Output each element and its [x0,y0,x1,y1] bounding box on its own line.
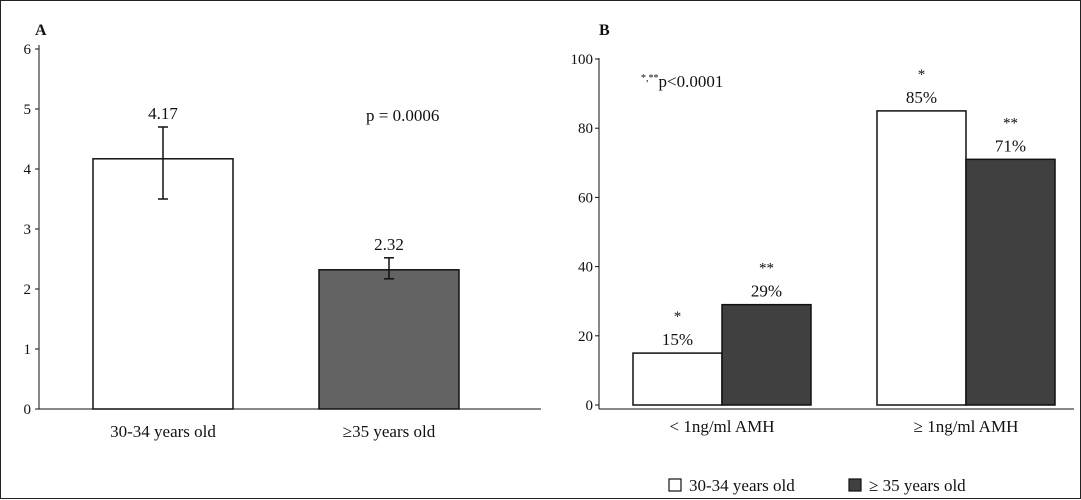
bar [318,269,460,410]
panel-b-y-ticks: 0 20 40 60 80 100 [571,52,599,414]
panel-b-letter: B [599,22,610,39]
y-tick-label: 80 [578,121,593,137]
y-tick-label: 60 [578,190,593,206]
panel-b: B 0 20 40 60 80 100 15% * 29% ** 85% * 71% ** < 1ng/… [571,22,1074,495]
data-label: 71% [995,136,1026,155]
significance-star: * [674,309,682,325]
bar [92,158,234,410]
panel-b-bars [632,110,1056,406]
panel-b-p-value: *,**p<0.0001 [641,72,723,91]
significance-star: ** [1003,115,1018,131]
legend-label: ≥ 35 years old [869,476,966,495]
legend-swatch [668,478,682,492]
legend-swatch [848,478,862,492]
y-tick-label: 20 [578,329,593,345]
panel-a-error-bars [158,126,394,280]
bar [632,352,723,406]
panel-b-p-value-text: p<0.0001 [659,72,724,91]
data-label: 2.32 [374,235,404,254]
y-tick-label: 4 [24,162,32,178]
data-label: 29% [751,282,782,301]
significance-star: * [918,67,926,83]
panel-a-value-labels: 4.17 2.32 [148,104,404,254]
category-label: < 1ng/ml AMH [670,417,775,436]
y-tick-label: 2 [24,282,32,298]
y-tick-label: 0 [586,398,594,414]
panel-a-y-ticks: 0 1 2 3 4 5 6 [24,42,39,418]
y-tick-label: 100 [571,52,594,68]
y-tick-label: 5 [24,102,32,118]
bar [876,110,967,406]
panel-a: A 0 1 2 3 4 5 6 4.17 2.32 30-34 years old ≥35 ye… [24,22,541,441]
panel-a-p-value: p = 0.0006 [366,106,439,125]
data-label: 85% [906,88,937,107]
y-tick-label: 40 [578,260,593,276]
bar [965,158,1056,406]
significance-star: ** [759,261,774,277]
y-tick-label: 0 [24,402,32,418]
category-label: 30-34 years old [110,422,216,441]
data-label: 15% [662,330,693,349]
y-tick-label: 3 [24,222,32,238]
panel-a-letter: A [35,22,47,39]
panel-b-value-labels: 15% * 29% ** 85% * 71% ** [662,67,1026,349]
bar [721,303,812,406]
legend-label: 30-34 years old [689,476,795,495]
category-label: ≥ 1ng/ml AMH [914,417,1019,436]
y-tick-label: 6 [24,42,32,58]
panel-b-p-value-superscript: *,** [641,73,659,84]
panel-b-category-labels: < 1ng/ml AMH ≥ 1ng/ml AMH [670,417,1019,436]
panel-a-category-labels: 30-34 years old ≥35 years old [110,422,436,441]
category-label: ≥35 years old [343,422,436,441]
panel-a-bars [92,158,460,410]
data-label: 4.17 [148,104,178,123]
panel-b-legend: 30-34 years old ≥ 35 years old [668,476,966,495]
y-tick-label: 1 [24,342,32,358]
